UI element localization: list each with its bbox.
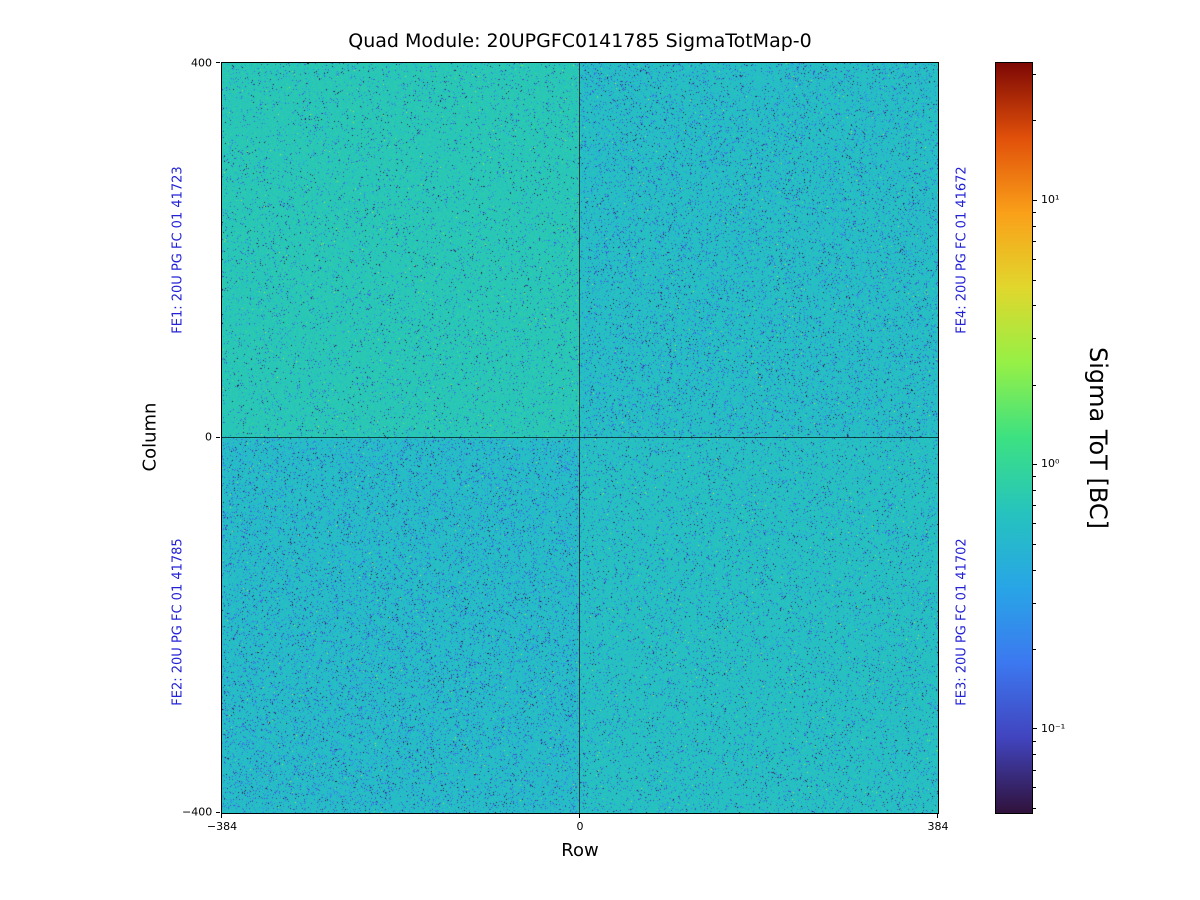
x-tick-label: 0 <box>576 820 584 833</box>
colorbar-minor-tick <box>1033 543 1036 545</box>
colorbar-minor-tick <box>1033 476 1036 478</box>
colorbar-minor-tick <box>1033 384 1036 386</box>
colorbar-minor-tick <box>1033 73 1036 75</box>
colorbar-minor-tick <box>1033 569 1036 571</box>
colorbar-minor-tick <box>1033 740 1036 742</box>
colorbar <box>995 62 1033 814</box>
colorbar-minor-tick <box>1033 808 1036 810</box>
colorbar-minor-tick <box>1033 212 1036 214</box>
heatmap-canvas <box>222 63 938 813</box>
fe4-label: FE4: 20U PG FC 01 41672 <box>954 166 970 334</box>
colorbar-minor-tick <box>1033 241 1036 242</box>
y-axis-label: Column <box>139 402 161 472</box>
colorbar-minor-tick <box>1033 279 1036 281</box>
colorbar-minor-tick <box>1033 523 1036 525</box>
colorbar-gradient <box>996 63 1032 813</box>
x-tick-mark <box>579 814 580 818</box>
colorbar-minor-tick <box>1033 649 1036 651</box>
colorbar-minor-tick <box>1033 490 1036 492</box>
colorbar-axis-label: Sigma ToT [BC] <box>1084 347 1112 529</box>
x-tick-mark <box>937 814 938 818</box>
x-tick-label: 384 <box>927 820 949 833</box>
colorbar-tick-mark <box>1033 463 1037 465</box>
fe3-label: FE3: 20U PG FC 01 41702 <box>954 538 970 706</box>
colorbar-minor-tick <box>1033 602 1036 604</box>
y-tick-mark <box>216 437 220 438</box>
x-axis-label: Row <box>561 840 599 861</box>
y-tick-label: −400 <box>182 805 213 819</box>
colorbar-minor-tick <box>1033 225 1036 227</box>
x-tick-label: −384 <box>206 820 238 833</box>
colorbar-minor-tick <box>1033 305 1036 307</box>
y-tick-mark <box>216 62 220 63</box>
colorbar-tick-label: 10⁰ <box>1041 457 1060 471</box>
colorbar-tick-mark <box>1033 728 1037 730</box>
colorbar-ticks: 10¹ 10⁰ 10⁻¹ <box>1033 63 1093 813</box>
colorbar-tick-label: 10⁻¹ <box>1041 721 1066 735</box>
quadrant-divider-vertical <box>579 63 580 813</box>
colorbar-tick-mark <box>1033 199 1037 201</box>
colorbar-minor-tick <box>1033 258 1036 260</box>
colorbar-minor-tick <box>1033 787 1036 789</box>
y-tick-label: 0 <box>205 430 212 444</box>
plot-title: Quad Module: 20UPGFC0141785 SigmaTotMap-… <box>348 30 812 52</box>
plot-area <box>221 62 939 814</box>
colorbar-minor-tick <box>1033 769 1036 771</box>
colorbar-minor-tick <box>1033 754 1036 756</box>
y-tick-label: 400 <box>191 56 212 70</box>
y-tick-mark <box>216 812 220 813</box>
colorbar-tick-label: 10¹ <box>1041 193 1060 207</box>
fe1-label: FE1: 20U PG FC 01 41723 <box>170 166 186 334</box>
quadrant-divider-horizontal <box>222 437 938 438</box>
colorbar-minor-tick <box>1033 338 1036 340</box>
x-tick-mark <box>221 814 222 818</box>
colorbar-minor-tick <box>1033 120 1036 122</box>
colorbar-minor-tick <box>1033 505 1036 507</box>
fe2-label: FE2: 20U PG FC 01 41785 <box>170 538 186 706</box>
